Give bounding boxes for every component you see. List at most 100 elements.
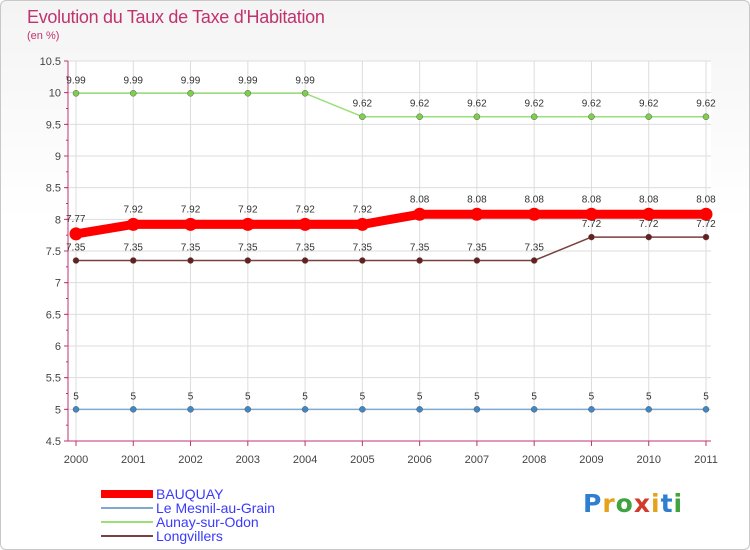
x-tick-label: 2002	[178, 454, 202, 466]
data-label: 7.92	[238, 204, 258, 215]
legend-item: Le Mesnil-au-Grain	[101, 500, 401, 516]
data-label: 7.35	[181, 243, 201, 254]
data-label: 7.72	[639, 219, 659, 230]
series-line-longvillers	[75, 236, 707, 262]
data-point	[642, 207, 656, 221]
x-tick-label: 2011	[694, 454, 718, 466]
x-tick-label: 2005	[350, 454, 374, 466]
data-label: 7.35	[467, 243, 487, 254]
data-label: 8.08	[696, 194, 716, 205]
legend-label: Aunay-sur-Odon	[156, 514, 259, 530]
data-point	[130, 406, 137, 413]
data-point	[530, 257, 538, 264]
data-point	[588, 113, 595, 120]
data-point	[244, 257, 252, 264]
data-label: 9.62	[696, 99, 716, 110]
legend-swatch	[101, 535, 153, 537]
data-label: 7.35	[238, 243, 258, 254]
data-label: 8.08	[639, 194, 659, 205]
y-tick-label: 9.5	[46, 119, 61, 131]
data-point	[473, 406, 481, 413]
legend-label: BAUQUAY	[156, 486, 224, 502]
legend-label: Le Mesnil-au-Grain	[156, 500, 276, 516]
logo-letter: o	[615, 489, 634, 518]
proxiti-logo: Proxiti	[583, 489, 683, 518]
data-point	[527, 207, 541, 221]
chart-subtitle: (en %)	[27, 30, 60, 42]
logo-letter: i	[651, 489, 661, 518]
data-label: 9.62	[410, 99, 430, 110]
data-label: 7.92	[181, 204, 201, 215]
data-label: 5	[703, 391, 709, 402]
data-label: 5	[245, 391, 251, 402]
data-point	[355, 217, 369, 231]
x-tick-label: 2010	[636, 454, 660, 466]
data-label: 5	[188, 391, 194, 402]
data-point	[72, 90, 80, 97]
data-label: 9.62	[524, 99, 544, 110]
logo-letter: r	[602, 489, 616, 518]
x-tick-label: 2003	[236, 454, 260, 466]
data-point	[187, 257, 194, 264]
data-point	[702, 113, 710, 120]
data-point	[241, 217, 255, 231]
data-point	[359, 406, 366, 413]
data-point	[301, 90, 309, 97]
data-label: 5	[73, 391, 79, 402]
y-tick-label: 6	[55, 341, 61, 353]
data-point	[130, 257, 137, 264]
logo-letter: t	[660, 489, 674, 518]
data-label: 9.99	[66, 75, 86, 86]
data-label: 9.99	[124, 75, 144, 86]
data-point	[699, 207, 713, 221]
legend-swatch	[101, 507, 153, 509]
data-point	[473, 113, 481, 120]
data-label: 5	[589, 391, 595, 402]
data-point	[298, 217, 312, 231]
data-point	[416, 257, 423, 264]
data-label: 7.72	[696, 219, 716, 230]
data-point	[244, 90, 252, 97]
y-tick-label: 5	[55, 404, 61, 416]
data-label: 7.35	[524, 243, 544, 254]
data-label: 9.62	[639, 99, 659, 110]
data-point	[470, 207, 484, 221]
data-label: 5	[360, 391, 366, 402]
series-line-bauquay	[71, 209, 711, 239]
x-tick-label: 2007	[465, 454, 489, 466]
data-point	[584, 207, 598, 221]
data-point	[126, 217, 140, 231]
data-point	[359, 113, 366, 120]
series-line-aunay-sur-odon	[75, 92, 707, 118]
x-tick-label: 2008	[522, 454, 546, 466]
data-point	[187, 90, 194, 97]
data-point	[645, 233, 652, 241]
legend-item: Longvillers	[101, 528, 401, 544]
data-point	[72, 257, 80, 264]
data-label: 9.99	[238, 75, 258, 86]
y-tick-label: 7.5	[46, 246, 61, 258]
legend-swatch	[101, 521, 153, 523]
data-label: 9.62	[582, 99, 602, 110]
data-label: 5	[130, 391, 136, 402]
logo-letter: i	[673, 489, 684, 518]
data-label: 9.99	[181, 75, 201, 86]
data-label: 7.92	[295, 204, 315, 215]
data-label: 7.92	[124, 204, 144, 215]
data-point	[301, 406, 309, 413]
y-tick-label: 5.5	[46, 373, 61, 385]
x-tick-label: 2004	[293, 454, 317, 466]
y-tick-label: 9	[55, 151, 61, 163]
data-point	[413, 207, 427, 221]
y-tick-label: 8.5	[46, 183, 61, 195]
data-point	[69, 227, 83, 241]
data-label: 7.35	[295, 243, 315, 254]
data-label: 8.08	[524, 194, 544, 205]
data-point	[588, 233, 595, 241]
y-tick-label: 8	[55, 214, 61, 226]
data-point	[301, 257, 309, 264]
data-point	[702, 406, 710, 413]
x-tick-label: 2001	[121, 454, 145, 466]
legend-label: Longvillers	[156, 528, 223, 544]
